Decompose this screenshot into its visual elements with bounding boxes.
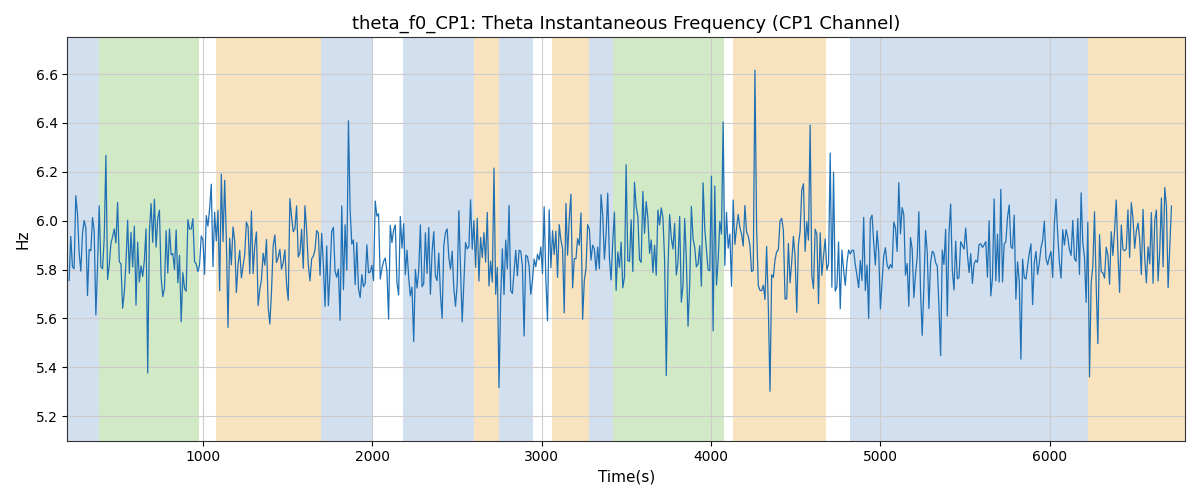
Bar	[474, 38, 499, 440]
Bar	[322, 38, 372, 440]
Bar	[733, 38, 826, 440]
Bar	[850, 38, 1088, 440]
Y-axis label: Hz: Hz	[16, 230, 30, 249]
Bar	[552, 38, 589, 440]
Bar	[67, 38, 98, 440]
Title: theta_f0_CP1: Theta Instantaneous Frequency (CP1 Channel): theta_f0_CP1: Theta Instantaneous Freque…	[352, 15, 900, 34]
Bar	[589, 38, 613, 440]
Bar	[98, 38, 199, 440]
X-axis label: Time(s): Time(s)	[598, 470, 655, 485]
Bar	[613, 38, 725, 440]
Bar	[403, 38, 474, 440]
Bar	[216, 38, 322, 440]
Bar	[1088, 38, 1186, 440]
Bar	[499, 38, 533, 440]
